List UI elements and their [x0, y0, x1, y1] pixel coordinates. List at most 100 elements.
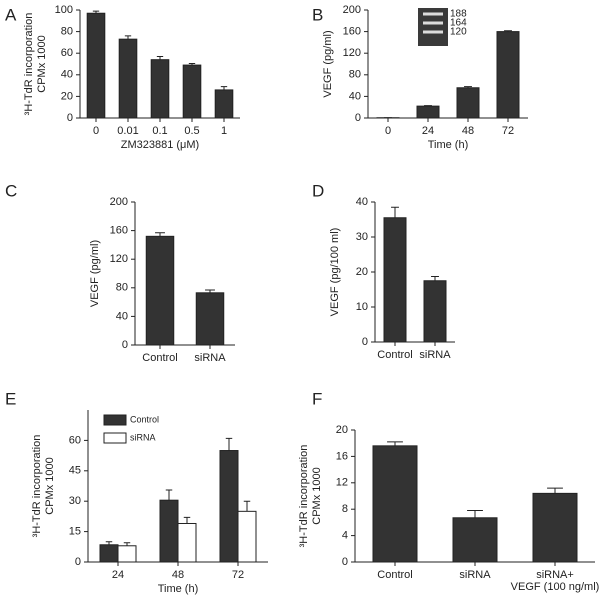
bar	[372, 445, 418, 563]
y-tick-label: 160	[110, 225, 128, 237]
bar	[237, 510, 257, 563]
y-axis-label: VEGF (pg/100 ml)	[329, 228, 341, 317]
y-axis-label: ³H-TdR incorporation	[31, 435, 43, 538]
panel-letter: F	[312, 389, 322, 408]
inset-label: 164	[450, 18, 467, 29]
x-tick-label: Control	[377, 569, 412, 581]
bar	[177, 522, 197, 563]
error-bar	[387, 441, 403, 446]
inset-label: 120	[450, 27, 467, 38]
y-tick-label: 80	[349, 69, 361, 81]
y-tick-label: 40	[349, 90, 361, 102]
error-bar	[391, 206, 399, 218]
bar	[117, 545, 137, 563]
x-axis-label: Time (h)	[158, 583, 199, 595]
gel-band	[423, 12, 443, 16]
bar	[86, 12, 106, 119]
x-tick-label: siRNA	[459, 569, 491, 581]
gel-band	[423, 21, 443, 25]
error-bar	[165, 489, 173, 501]
y-tick-label: 60	[69, 434, 81, 446]
x-axis-label: Time (h)	[428, 139, 469, 151]
legend-swatch	[103, 432, 127, 444]
error-bar	[124, 35, 132, 40]
error-bar	[188, 62, 196, 66]
bar	[118, 38, 138, 119]
y-tick-label: 0	[75, 556, 81, 568]
y-tick-label: 0	[355, 112, 361, 124]
y-axis-label: CPMx 1000	[311, 467, 323, 524]
x-tick-label: siRNA+	[536, 569, 574, 581]
y-tick-label: 4	[342, 530, 348, 542]
x-tick-label: 72	[232, 569, 244, 581]
x-tick-label: 0	[93, 125, 99, 137]
x-tick-label: Control	[377, 349, 412, 361]
y-axis-label: VEGF (pg/ml)	[89, 240, 101, 307]
y-axis-label: CPMx 1000	[36, 35, 48, 92]
bar	[195, 292, 225, 346]
y-tick-label: 10	[356, 301, 368, 313]
bar	[456, 87, 480, 119]
error-bar	[431, 276, 439, 281]
x-tick-label: VEGF (100 ng/ml)	[511, 581, 600, 593]
error-bar	[183, 516, 191, 524]
error-bar	[156, 55, 164, 60]
y-tick-label: 200	[110, 196, 128, 208]
y-tick-label: 100	[55, 4, 73, 16]
y-tick-label: 20	[336, 424, 348, 436]
y-axis-label: ³H-TdR incorporation	[298, 445, 310, 548]
bar	[150, 59, 170, 119]
bar	[214, 89, 234, 119]
error-bar	[424, 105, 432, 107]
error-bar	[464, 86, 472, 88]
gel-band	[423, 30, 443, 34]
y-tick-label: 0	[67, 112, 73, 124]
y-tick-label: 8	[342, 503, 348, 515]
error-bar	[105, 541, 113, 545]
legend-swatch	[103, 414, 127, 426]
y-tick-label: 0	[122, 339, 128, 351]
y-tick-label: 200	[343, 4, 361, 16]
x-tick-label: 72	[502, 125, 514, 137]
y-tick-label: 15	[69, 526, 81, 538]
error-bar	[467, 510, 483, 518]
error-bar	[155, 232, 165, 237]
bar	[416, 105, 440, 119]
y-axis-label: CPMx 1000	[44, 457, 56, 514]
y-tick-label: 0	[362, 336, 368, 348]
error-bar	[225, 437, 233, 451]
error-bar	[220, 86, 228, 90]
y-tick-label: 40	[61, 69, 73, 81]
y-tick-label: 120	[343, 47, 361, 59]
y-tick-label: 16	[336, 450, 348, 462]
y-tick-label: 30	[69, 495, 81, 507]
x-tick-label: siRNA	[194, 352, 226, 364]
bar	[383, 217, 407, 343]
y-tick-label: 45	[69, 465, 81, 477]
error-bar	[123, 542, 131, 546]
y-tick-label: 30	[356, 231, 368, 243]
x-tick-label: 0.1	[152, 125, 167, 137]
x-tick-label: 48	[172, 569, 184, 581]
panel-letter: B	[312, 5, 323, 24]
y-tick-label: 40	[356, 196, 368, 208]
y-tick-label: 0	[342, 556, 348, 568]
error-bar	[92, 10, 100, 14]
panel-letter: D	[312, 181, 324, 200]
bar	[219, 450, 239, 563]
panel-letter: A	[5, 5, 17, 24]
x-tick-label: 1	[221, 125, 227, 137]
panel-letter: E	[5, 389, 16, 408]
y-tick-label: 80	[61, 26, 73, 38]
bar	[145, 235, 175, 346]
error-bar	[547, 487, 563, 494]
y-axis-label: VEGF (pg/ml)	[322, 30, 334, 97]
bar	[159, 499, 179, 563]
error-bar	[504, 30, 512, 32]
x-tick-label: 24	[112, 569, 124, 581]
x-tick-label: 0.5	[184, 125, 199, 137]
bar	[496, 31, 520, 119]
y-tick-label: 60	[61, 47, 73, 59]
x-tick-label: siRNA	[419, 349, 451, 361]
